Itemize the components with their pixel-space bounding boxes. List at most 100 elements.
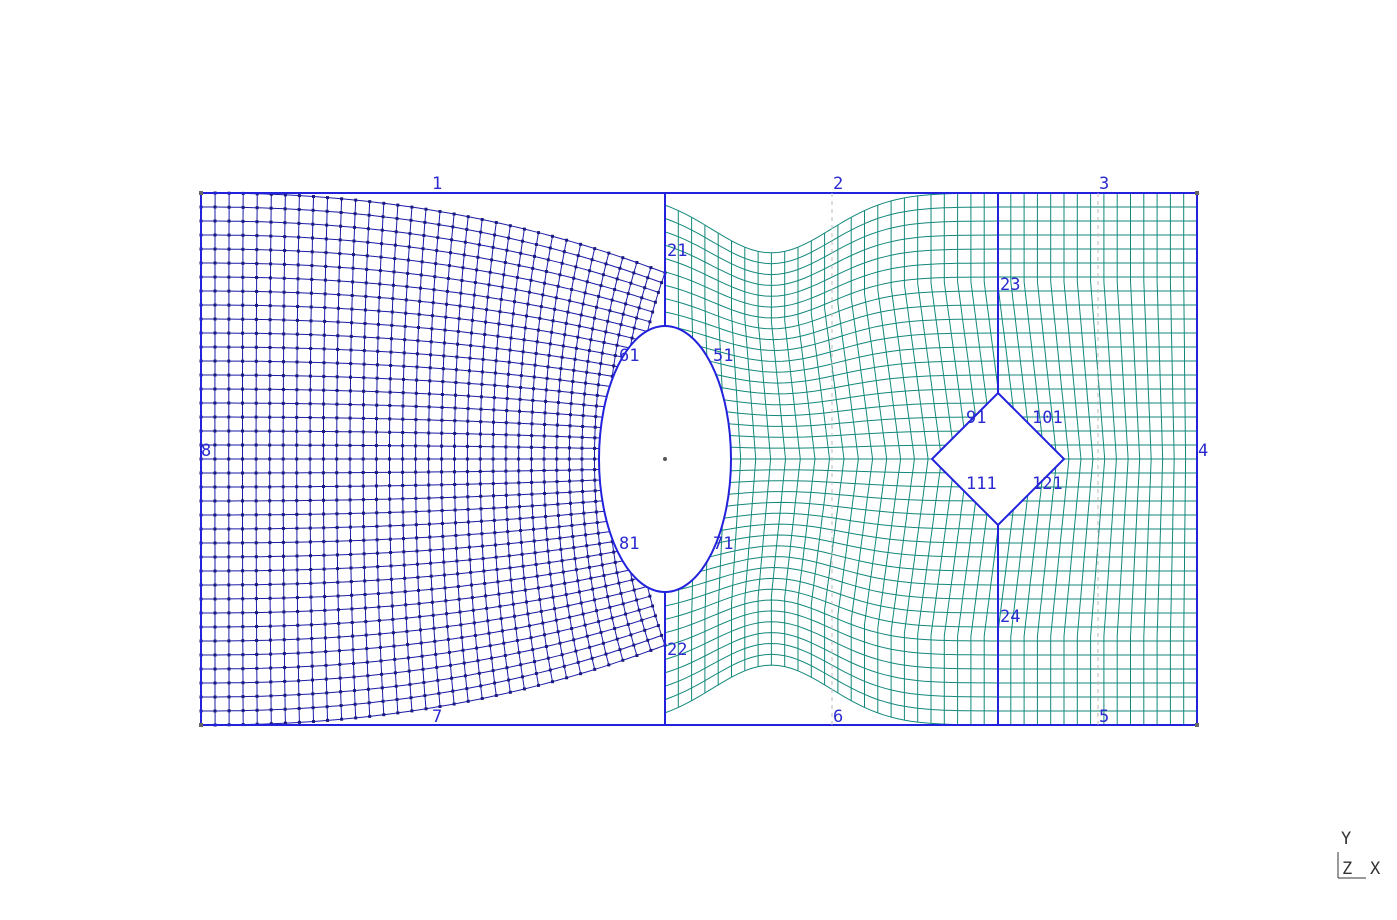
mesh-node bbox=[424, 707, 428, 711]
mesh-node bbox=[430, 327, 434, 331]
mesh-node bbox=[506, 530, 510, 534]
mesh-node bbox=[296, 610, 300, 613]
mesh-node bbox=[656, 290, 660, 294]
mesh-node bbox=[241, 387, 244, 391]
mesh-node bbox=[283, 207, 287, 211]
mesh-node bbox=[428, 379, 432, 383]
mesh-node bbox=[455, 559, 459, 563]
mesh-node bbox=[295, 471, 299, 475]
mesh-node bbox=[570, 627, 574, 630]
mesh-node bbox=[522, 338, 526, 342]
mesh-node bbox=[416, 575, 420, 579]
mesh-node bbox=[410, 205, 414, 209]
mesh-node bbox=[521, 239, 524, 243]
mesh-node bbox=[227, 471, 231, 475]
mesh-node bbox=[295, 415, 299, 419]
mesh-node bbox=[463, 674, 467, 678]
mesh-node bbox=[309, 360, 312, 364]
mesh-node bbox=[401, 510, 405, 514]
mesh-node bbox=[499, 617, 503, 621]
mesh-node bbox=[465, 470, 469, 474]
mesh-node bbox=[227, 401, 231, 405]
mesh-node bbox=[268, 582, 272, 586]
mesh-node bbox=[402, 563, 406, 567]
mesh-node bbox=[453, 457, 456, 461]
mesh-node bbox=[241, 485, 244, 489]
mesh-node bbox=[297, 679, 301, 683]
mesh-node bbox=[268, 569, 272, 572]
mesh-node bbox=[574, 568, 578, 572]
mesh-node bbox=[434, 262, 438, 266]
mesh-node bbox=[269, 234, 273, 238]
mesh-node bbox=[519, 529, 523, 532]
mesh-node bbox=[519, 374, 523, 378]
mesh-node bbox=[465, 457, 469, 461]
mesh-node bbox=[227, 639, 231, 643]
mesh-node bbox=[213, 695, 217, 699]
mesh-node bbox=[213, 611, 217, 615]
mesh-node bbox=[513, 614, 516, 618]
mesh-node bbox=[613, 354, 617, 358]
mesh-line bbox=[201, 416, 633, 431]
mesh-node bbox=[254, 401, 258, 405]
mesh-node bbox=[374, 484, 378, 488]
mesh-node bbox=[336, 567, 340, 571]
mesh-node bbox=[604, 652, 608, 656]
mesh-node bbox=[594, 415, 598, 419]
mesh-node bbox=[532, 387, 535, 391]
mesh-node bbox=[362, 403, 365, 407]
mesh-node bbox=[544, 645, 548, 648]
mesh-node bbox=[480, 544, 484, 548]
mesh-node bbox=[268, 276, 272, 280]
mesh-node bbox=[362, 349, 366, 353]
mesh-node bbox=[401, 497, 405, 501]
domain-boundary[interactable] bbox=[200, 192, 1198, 726]
mesh-node bbox=[599, 284, 603, 288]
corner-point bbox=[199, 723, 203, 727]
mesh-node bbox=[241, 541, 244, 545]
mesh-node bbox=[375, 538, 379, 542]
mesh-node bbox=[363, 308, 367, 312]
mesh-node bbox=[321, 457, 325, 461]
mesh-node bbox=[421, 667, 425, 671]
mesh-node bbox=[337, 293, 341, 297]
mesh-node bbox=[612, 550, 616, 554]
mesh-node bbox=[555, 491, 559, 495]
triad-z-label: Z bbox=[1342, 859, 1352, 879]
mesh-node bbox=[375, 403, 379, 407]
mesh-node bbox=[632, 643, 636, 647]
mesh-node bbox=[414, 470, 418, 474]
mesh-node bbox=[560, 355, 564, 359]
mesh-node bbox=[268, 290, 272, 294]
mesh-node bbox=[491, 245, 495, 249]
diamond-hole[interactable] bbox=[930, 391, 1066, 527]
mesh-node bbox=[435, 249, 439, 253]
mesh-node bbox=[460, 279, 464, 282]
mesh-node bbox=[546, 656, 550, 660]
mesh-node bbox=[213, 471, 217, 475]
mesh-node bbox=[227, 527, 231, 531]
mesh-node bbox=[431, 301, 435, 305]
mesh-node bbox=[388, 457, 391, 461]
mesh-node bbox=[544, 526, 548, 530]
mesh-node bbox=[423, 694, 427, 698]
mesh-node bbox=[339, 690, 343, 694]
mesh-node bbox=[254, 415, 258, 419]
mesh-node bbox=[466, 520, 470, 524]
mesh-node bbox=[268, 527, 272, 531]
mesh-node bbox=[505, 397, 509, 400]
mesh-node bbox=[391, 297, 395, 301]
mesh-node bbox=[591, 587, 595, 591]
mesh-node bbox=[621, 602, 625, 606]
mesh-node bbox=[213, 303, 217, 307]
mesh-node bbox=[648, 594, 652, 598]
mesh-node bbox=[325, 209, 329, 213]
mesh-node bbox=[227, 415, 231, 419]
mesh-node bbox=[322, 374, 326, 378]
mesh-node bbox=[502, 641, 506, 645]
mesh-node bbox=[254, 555, 258, 559]
mesh-node bbox=[403, 590, 407, 594]
mesh-node bbox=[508, 690, 512, 694]
